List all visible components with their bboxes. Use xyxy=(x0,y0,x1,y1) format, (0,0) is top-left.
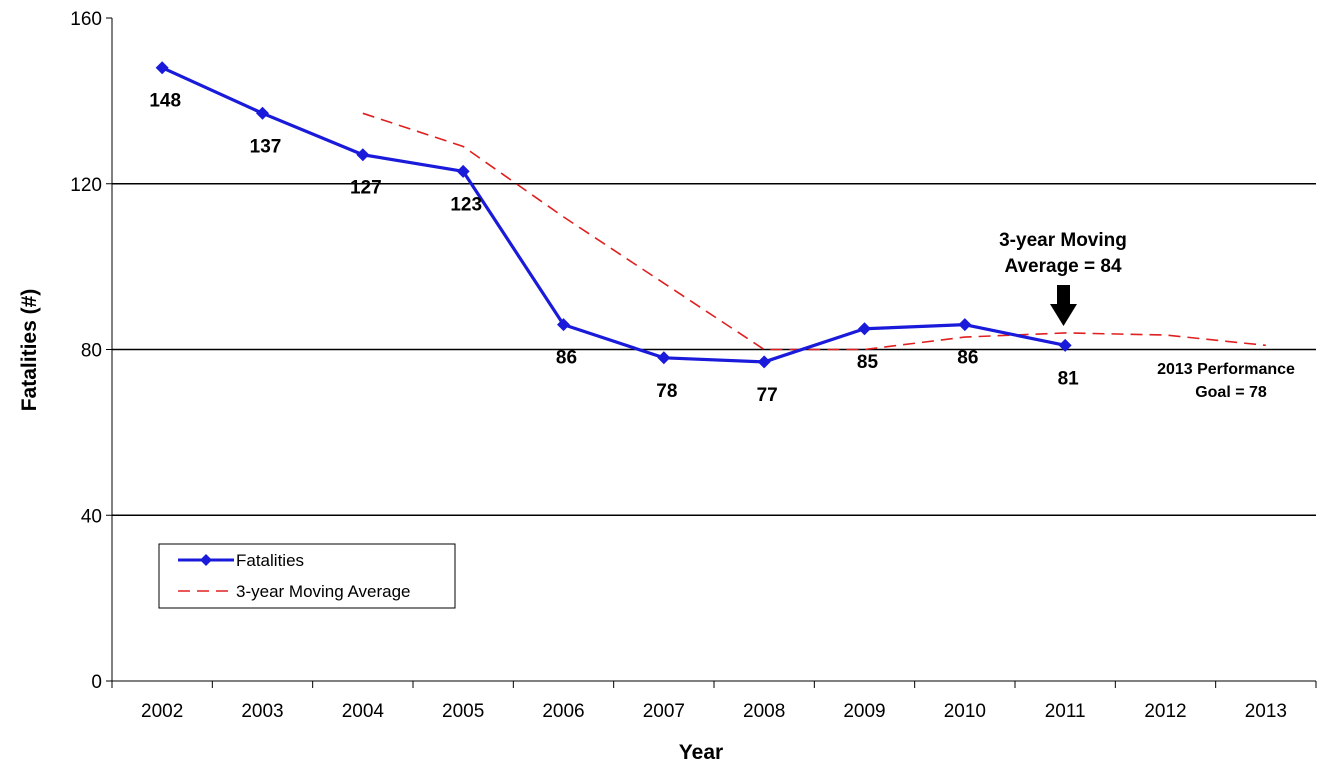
data-label-2009: 85 xyxy=(857,352,879,373)
fatalities-marker-2010 xyxy=(958,318,972,332)
data-label-2010: 86 xyxy=(957,348,978,369)
y-tick-label-0: 0 xyxy=(91,672,102,693)
x-tick-label-2002: 2002 xyxy=(141,701,183,722)
data-label-2006: 86 xyxy=(556,348,577,369)
legend-label-fatalities: Fatalities xyxy=(236,551,304,570)
x-tick-label-2005: 2005 xyxy=(442,701,484,722)
fatalities-series xyxy=(155,61,1072,369)
fatalities-marker-2004 xyxy=(356,148,370,162)
data-label-2002: 148 xyxy=(149,91,181,112)
y-tick-label-40: 40 xyxy=(81,506,102,527)
x-axis-title: Year xyxy=(679,741,723,764)
fatalities-marker-2008 xyxy=(757,355,771,369)
x-tick-label-2010: 2010 xyxy=(944,701,986,722)
fatalities-marker-2003 xyxy=(256,106,269,120)
fatalities-marker-2007 xyxy=(657,351,671,365)
moving-average-line xyxy=(362,112,1266,351)
x-tick-label-2009: 2009 xyxy=(843,701,885,722)
data-label-2011: 81 xyxy=(1058,368,1080,389)
x-tick-label-2011: 2011 xyxy=(1045,701,1086,722)
goal-annotation-line1: 2013 Performance xyxy=(1157,361,1295,378)
gridlines xyxy=(112,183,1316,516)
data-labels: 148 137 127 123 86 78 77 85 86 81 xyxy=(149,91,1079,406)
moving-average-series xyxy=(362,112,1266,351)
fatalities-marker-2011 xyxy=(1058,338,1072,352)
x-tick-label-2008: 2008 xyxy=(743,701,785,722)
fatalities-marker-2009 xyxy=(858,322,871,336)
fatalities-line xyxy=(161,66,1066,364)
y-tick-label-120: 120 xyxy=(70,175,102,196)
moving-average-annotation-line2: Average = 84 xyxy=(1004,256,1122,277)
data-label-2004: 127 xyxy=(350,178,382,199)
data-label-2005: 123 xyxy=(450,194,482,215)
x-tick-label-2004: 2004 xyxy=(342,701,385,722)
x-tick-label-2012: 2012 xyxy=(1144,701,1186,722)
legend-marker-fatalities xyxy=(200,554,212,566)
fatalities-marker-2005 xyxy=(456,164,470,178)
y-tick-label-160: 160 xyxy=(70,9,102,30)
y-axis-title: Fatalities (#) xyxy=(18,289,41,412)
x-tick-label-2007: 2007 xyxy=(643,701,685,722)
fatalities-marker-2002 xyxy=(155,61,169,75)
data-label-2008: 77 xyxy=(757,385,778,406)
down-arrow-icon xyxy=(1050,285,1077,326)
legend: Fatalities 3-year Moving Average xyxy=(158,543,456,609)
x-axis-ticks: 2002 2003 2004 2005 2006 2007 2008 2009 2010 2011… xyxy=(111,681,1317,722)
y-tick-label-80: 80 xyxy=(81,341,102,362)
y-axis-ticks: 0 40 80 120 160 xyxy=(70,9,112,693)
data-label-2007: 78 xyxy=(656,381,677,402)
x-tick-label-2003: 2003 xyxy=(241,701,283,722)
moving-average-annotation-line1: 3-year Moving xyxy=(999,230,1127,251)
x-tick-label-2013: 2013 xyxy=(1245,701,1287,722)
data-label-2003: 137 xyxy=(250,136,282,157)
legend-box xyxy=(158,543,456,609)
fatalities-marker-2006 xyxy=(557,318,570,332)
x-tick-label-2006: 2006 xyxy=(542,701,584,722)
legend-label-moving-average: 3-year Moving Average xyxy=(236,582,411,601)
goal-annotation-line2: Goal = 78 xyxy=(1195,384,1267,401)
